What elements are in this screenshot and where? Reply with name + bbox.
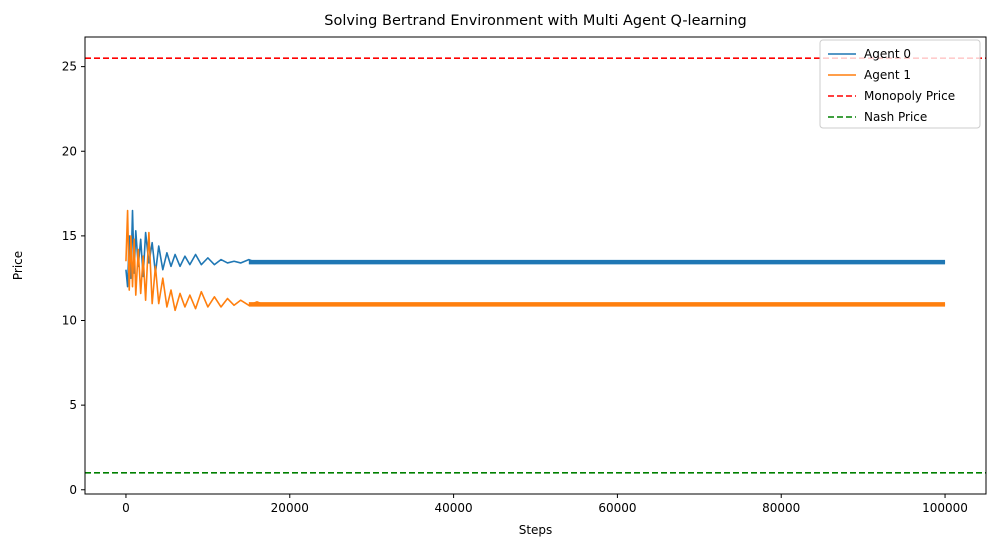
axes-layer: 0 20000 40000 60000 80000 100000 0 5 10 15 20 25 (62, 36, 987, 515)
legend-label: Agent 0 (864, 47, 911, 61)
legend-label: Nash Price (864, 110, 927, 124)
series-layer (85, 57, 986, 474)
legend-box (819, 39, 981, 129)
x-tick-label: 40000 (434, 501, 472, 515)
x-tick-label: 0 (122, 501, 130, 515)
y-axis-title: Price (11, 251, 25, 280)
legend-label: Agent 1 (864, 68, 911, 82)
plot-area (85, 57, 986, 474)
legend-label: Monopoly Price (864, 89, 955, 103)
y-tick-label: 5 (69, 398, 77, 412)
plot-frame (84, 36, 987, 495)
y-tick-label: 25 (62, 60, 77, 74)
y-tick-label: 20 (62, 144, 77, 158)
y-tick-label: 0 (69, 483, 77, 497)
chart-title: Solving Bertrand Environment with Multi … (324, 13, 746, 29)
x-axis-title: Steps (519, 523, 553, 537)
legend: Agent 0 Agent 1 Monopoly Price Nash Price (819, 39, 981, 129)
y-tick-label: 10 (62, 314, 77, 328)
x-tick-label: 20000 (271, 501, 309, 515)
x-tick-label: 60000 (598, 501, 636, 515)
x-tick-label: 80000 (762, 501, 800, 515)
y-tick-label: 15 (62, 229, 77, 243)
x-tick-label: 100000 (922, 501, 968, 515)
